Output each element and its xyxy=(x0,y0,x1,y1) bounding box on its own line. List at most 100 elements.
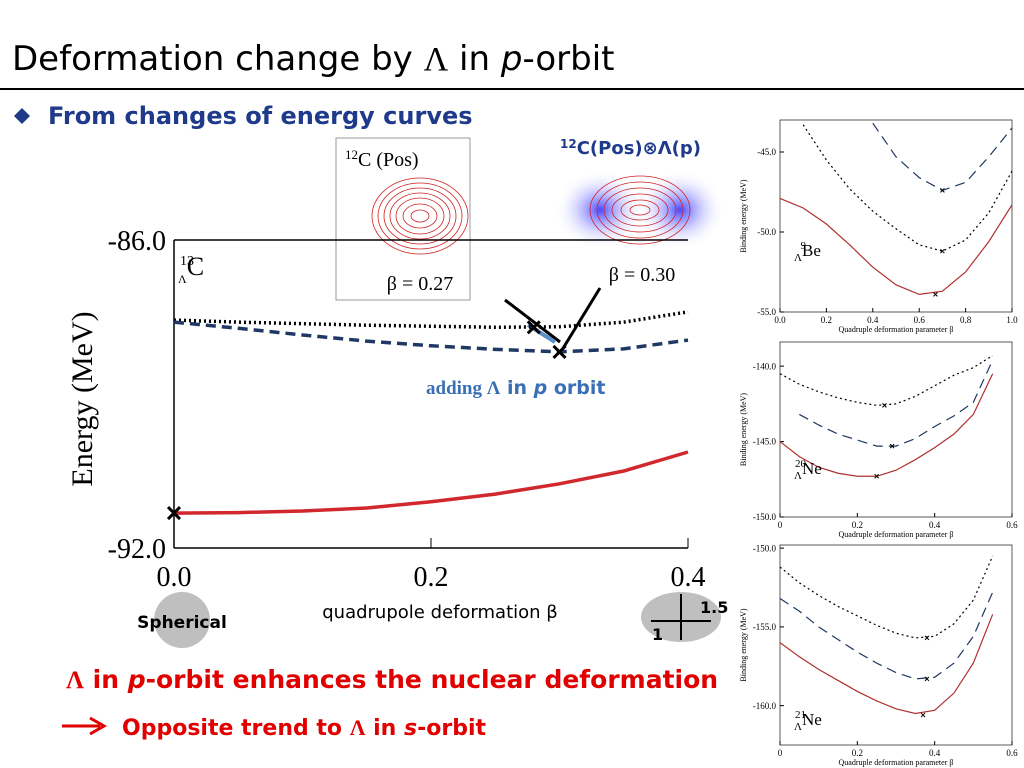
label-sup: 9 xyxy=(801,240,807,252)
y-axis-label: Binding energy (MeV) xyxy=(739,393,748,467)
x-tick-label: 0.2 xyxy=(852,748,863,758)
x-tick-label: 0.6 xyxy=(1006,520,1018,530)
minimum-marker xyxy=(933,292,938,297)
x-tick-label: 0 xyxy=(778,748,783,758)
conclusion: Λ in p-orbit enhances the nuclear deform… xyxy=(66,665,718,694)
nucleus-label: 13 ΛC xyxy=(178,252,204,286)
inset-1: 12C (Pos) β = 0.27 xyxy=(335,137,471,301)
y-tick-label: -160.0 xyxy=(753,701,777,711)
y-tick-label: -45.0 xyxy=(757,147,776,157)
inset-2: 12C(Pos)⊗Λ(p) β = 0.30 xyxy=(555,137,725,288)
chart: -86.0 -92.00.0 0.2 0.4 Energy (MeV) quadrupol… xyxy=(66,226,706,623)
x-tick-label: 0.4 xyxy=(671,562,706,593)
spherical-label: Spherical xyxy=(137,613,227,633)
bullet: From changes of energy curves xyxy=(48,102,473,130)
plot-frame xyxy=(779,544,1013,746)
spherical-shape xyxy=(154,592,210,648)
series-line xyxy=(779,355,993,406)
series-line xyxy=(779,614,994,715)
axis-long: 1.5 xyxy=(700,598,728,617)
y-tick-label: -50.0 xyxy=(757,227,776,237)
x-axis-label: Quadruple deformation parameter β xyxy=(839,325,954,334)
y-tick-label: -150.0 xyxy=(753,543,777,553)
x-axis-label: quadrupole deformation β xyxy=(322,602,558,623)
inset-frame xyxy=(335,137,471,301)
inset-title: 12C(Pos)⊗Λ(p) xyxy=(560,137,701,159)
x-axis-label: Quadruple deformation parameter β xyxy=(839,530,954,539)
minimum-marker xyxy=(940,188,945,193)
minimum-marker xyxy=(920,712,926,718)
x-tick-label: 0.4 xyxy=(929,520,941,530)
series-line xyxy=(779,555,994,639)
x-tick-label: 0.6 xyxy=(1006,748,1018,758)
x-tick-label: 0.2 xyxy=(414,562,449,593)
x-axis-label: Quadruple deformation parameter β xyxy=(839,758,954,767)
minimum-marker xyxy=(166,506,182,521)
inset-beta: β = 0.27 xyxy=(387,273,453,295)
y-tick-label: -145.0 xyxy=(753,437,777,447)
inset-beta: β = 0.30 xyxy=(609,264,675,286)
bullet-icon xyxy=(14,108,30,124)
x-tick-label: 1.0 xyxy=(1006,315,1018,325)
arrow-label: adding Λ in p orbit xyxy=(426,377,605,399)
chart: -45.0 -50.0 -55.00.0 0.2 0.4 0.6 0.8 1.0 Binding… xyxy=(739,119,1018,334)
inset-title: 12C (Pos) xyxy=(345,147,419,171)
y-axis-label: Energy (MeV) xyxy=(66,311,99,486)
y-axis-label: Binding energy (MeV) xyxy=(739,608,748,682)
label-text: Ne xyxy=(802,710,822,729)
minimum-marker xyxy=(882,403,887,408)
y-tick-label: -140.0 xyxy=(753,361,777,371)
minimum-marker xyxy=(940,248,945,254)
minimum-marker xyxy=(874,473,880,479)
series-line xyxy=(173,310,689,330)
x-tick-label: 0 xyxy=(778,520,783,530)
axis-short: 1 xyxy=(652,625,663,644)
x-tick-label: 0.0 xyxy=(774,315,786,325)
y-axis-label: Binding energy (MeV) xyxy=(739,179,748,253)
label-text: Ne xyxy=(802,459,822,478)
label-sup: 20 xyxy=(795,458,807,470)
x-tick-label: 0.6 xyxy=(914,315,926,325)
consequence: Opposite trend to Λ in s-orbit xyxy=(122,715,487,741)
minimum-marker xyxy=(552,344,567,359)
nucleus-label: 20 ΛNe xyxy=(794,458,822,482)
series-line xyxy=(779,197,1013,296)
series-line xyxy=(802,124,1013,252)
x-tick-label: 0.0 xyxy=(157,562,192,593)
y-tick-label: -86.0 xyxy=(108,226,166,257)
label-sub: Λ xyxy=(794,252,802,264)
x-tick-label: 0.2 xyxy=(821,315,832,325)
x-tick-label: 0.4 xyxy=(867,315,879,325)
nucleus-label: 9 ΛBe xyxy=(794,240,821,264)
nucleus-label: 21 ΛNe xyxy=(794,709,822,733)
label-sup: 21 xyxy=(795,709,806,721)
label-sub: Λ xyxy=(178,272,187,286)
chart: -150.0 -155.0 -160.0 0 0.2 0.4 0.6 Binding ener… xyxy=(739,543,1018,767)
minimum-marker xyxy=(924,676,930,682)
minimum-marker xyxy=(526,320,541,335)
label-text: C xyxy=(187,252,204,281)
x-tick-label: 0.4 xyxy=(929,748,941,758)
slide-title: Deformation change by Λ in p-orbit xyxy=(12,39,615,79)
label-sub: Λ xyxy=(794,470,802,482)
series-line xyxy=(173,320,689,354)
plot-frame xyxy=(779,341,1013,518)
pointer xyxy=(504,298,561,344)
series-line xyxy=(173,450,689,515)
y-tick-label: -55.0 xyxy=(757,307,776,317)
series-line xyxy=(779,373,994,477)
series-line xyxy=(799,359,994,447)
y-tick-label: -150.0 xyxy=(753,512,777,522)
x-tick-label: 0.2 xyxy=(852,520,863,530)
x-tick-label: 0.8 xyxy=(960,315,972,325)
pointer xyxy=(560,287,602,351)
y-tick-label: -92.0 xyxy=(108,534,166,565)
label-sub: Λ xyxy=(794,721,802,733)
consequence-arrow xyxy=(62,716,108,736)
y-tick-label: -155.0 xyxy=(753,622,777,632)
minimum-marker xyxy=(924,635,930,641)
contours xyxy=(589,175,691,245)
contours xyxy=(371,177,469,255)
minimum-marker xyxy=(889,443,895,449)
